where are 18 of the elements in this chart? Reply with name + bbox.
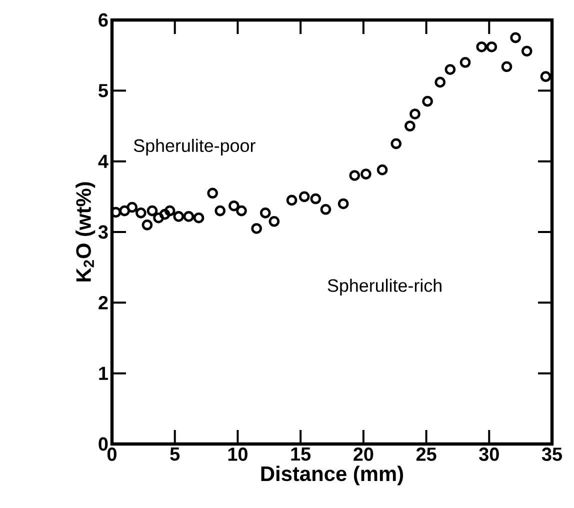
x-tick-label: 5 (170, 448, 180, 461)
x-tick-label: 20 (354, 448, 374, 461)
y-tick-label: 6 (98, 13, 108, 27)
x-tick-label: 30 (479, 448, 499, 461)
x-tick-label: 15 (291, 448, 311, 461)
y-tick-label: 1 (99, 366, 108, 380)
x-tick-label: 35 (542, 448, 562, 461)
x-tick-label: 10 (228, 448, 248, 461)
annotation: Spherulite-poor (134, 138, 256, 156)
x-tick-label: 25 (416, 448, 436, 461)
y-tick-label: 3 (98, 225, 108, 239)
x-axis-title: Distance (mm) (261, 466, 404, 486)
y-tick-label: 2 (98, 296, 108, 310)
y-tick-label: 4 (98, 154, 108, 168)
y-axis-title: K$_{2}$O (wt%) (76, 182, 96, 282)
y-tick-label: 5 (98, 84, 108, 98)
annotation: Spherulite-rich (328, 278, 442, 296)
y-tick-label: 0 (98, 437, 108, 451)
